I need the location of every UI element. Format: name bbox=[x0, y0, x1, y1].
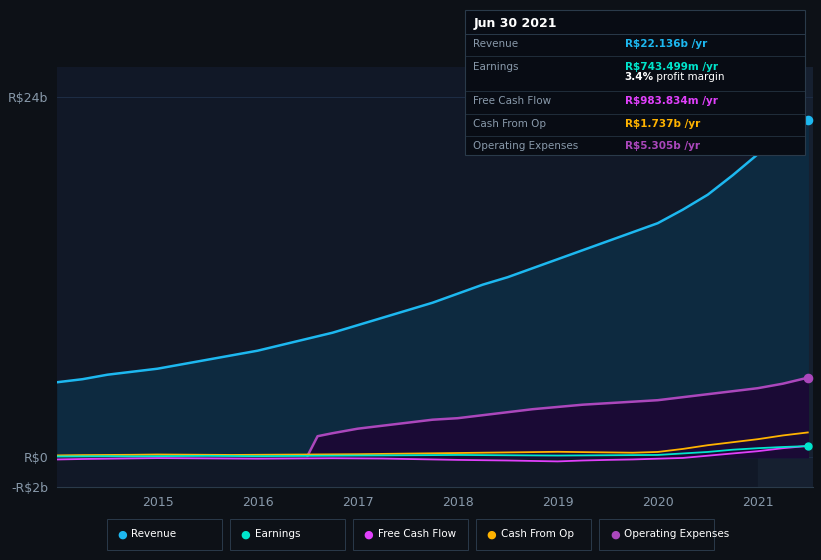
Text: Free Cash Flow: Free Cash Flow bbox=[378, 529, 456, 539]
Text: ●: ● bbox=[610, 529, 620, 539]
Text: ●: ● bbox=[117, 529, 127, 539]
Text: R$5.305b /yr: R$5.305b /yr bbox=[625, 141, 699, 151]
Text: ●: ● bbox=[241, 529, 250, 539]
Text: Cash From Op: Cash From Op bbox=[473, 119, 546, 129]
Text: Earnings: Earnings bbox=[473, 62, 519, 72]
Text: Earnings: Earnings bbox=[255, 529, 300, 539]
Text: Operating Expenses: Operating Expenses bbox=[624, 529, 729, 539]
Text: profit margin: profit margin bbox=[653, 72, 724, 82]
Text: Revenue: Revenue bbox=[131, 529, 177, 539]
Text: 3.4%: 3.4% bbox=[625, 72, 654, 82]
Text: Cash From Op: Cash From Op bbox=[501, 529, 574, 539]
Bar bbox=[758, 67, 813, 487]
Point bbox=[801, 115, 814, 124]
Text: R$743.499m /yr: R$743.499m /yr bbox=[625, 62, 718, 72]
Text: Jun 30 2021: Jun 30 2021 bbox=[473, 17, 557, 30]
Text: ●: ● bbox=[487, 529, 497, 539]
Point bbox=[801, 442, 814, 451]
Text: Operating Expenses: Operating Expenses bbox=[473, 141, 579, 151]
Text: R$1.737b /yr: R$1.737b /yr bbox=[625, 119, 700, 129]
Text: R$983.834m /yr: R$983.834m /yr bbox=[625, 96, 718, 106]
Text: R$22.136b /yr: R$22.136b /yr bbox=[625, 39, 707, 49]
Text: Free Cash Flow: Free Cash Flow bbox=[473, 96, 552, 106]
Point bbox=[801, 373, 814, 382]
Text: ●: ● bbox=[364, 529, 374, 539]
Text: Revenue: Revenue bbox=[473, 39, 518, 49]
